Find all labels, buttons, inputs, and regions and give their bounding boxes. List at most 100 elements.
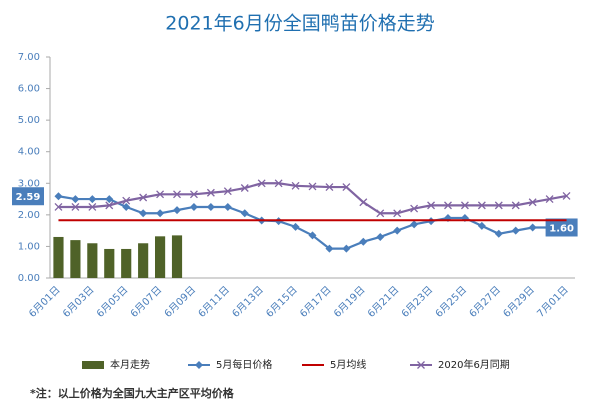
y-tick-label: 1.00 [18, 241, 40, 252]
x-tick-label: 6月29日 [501, 284, 537, 320]
marker [88, 203, 97, 211]
marker [376, 232, 385, 241]
line [58, 195, 550, 250]
marker [274, 179, 283, 188]
marker [240, 209, 249, 218]
bar [121, 248, 132, 278]
line [58, 182, 567, 215]
marker [240, 184, 249, 192]
marker [223, 187, 232, 196]
value-label: 2.59 [16, 192, 41, 203]
marker [88, 195, 97, 204]
x-tick-label: 6月07日 [128, 284, 164, 320]
x-tick-label: 6月19日 [331, 284, 367, 320]
marker [393, 226, 402, 235]
marker [173, 190, 181, 199]
legend-label: 5月均线 [330, 358, 366, 371]
marker [477, 221, 486, 230]
marker [325, 183, 334, 192]
marker [359, 198, 368, 207]
y-tick-label: 3.00 [18, 178, 40, 189]
marker [477, 201, 486, 210]
marker [325, 244, 334, 253]
y-tick-label: 6.00 [18, 84, 40, 95]
x-tick-label: 6月15日 [264, 284, 300, 320]
marker [206, 188, 215, 197]
marker [342, 183, 351, 192]
marker [291, 181, 300, 190]
legend-label: 2020年6月同期 [438, 358, 510, 371]
marker [54, 203, 63, 211]
x-tick-label: 6月03日 [60, 284, 96, 320]
x-tick-label: 6月27日 [467, 284, 503, 320]
marker [460, 201, 469, 210]
x-tick-label: 6月25日 [433, 284, 469, 320]
bar [87, 243, 98, 278]
value-label-box [545, 218, 578, 237]
marker [393, 209, 402, 218]
x-tick-label: 6月11日 [196, 284, 232, 320]
x-tick-label: 6月21日 [365, 284, 401, 320]
bar [53, 236, 64, 278]
marker [511, 226, 520, 235]
marker [444, 201, 452, 210]
marker [376, 209, 385, 218]
marker [308, 182, 317, 191]
marker [511, 201, 520, 210]
x-tick-label: 6月13日 [230, 284, 266, 320]
x-tick-label: 6月05日 [94, 284, 130, 320]
marker [291, 222, 300, 231]
legend-swatch [82, 361, 104, 369]
bar [171, 235, 183, 278]
marker [139, 193, 148, 202]
marker [562, 191, 571, 200]
marker [156, 190, 165, 199]
legend-label: 本月走势 [110, 358, 150, 371]
marker [105, 201, 114, 210]
x-tick-label: 6月09日 [162, 284, 198, 320]
marker [189, 190, 198, 199]
value-label-box [12, 187, 44, 206]
marker [494, 229, 503, 238]
x-tick-label: 6月17日 [298, 284, 334, 320]
marker [545, 195, 554, 204]
marker [410, 204, 419, 213]
x-tick-label: 7月01日 [535, 284, 571, 320]
y-tick-label: 4.00 [18, 147, 40, 158]
marker [156, 209, 165, 218]
x-tick-label: 6月23日 [399, 284, 435, 320]
marker [410, 220, 419, 229]
y-tick-label: 0.00 [18, 273, 40, 284]
marker [528, 198, 537, 207]
x-tick-label: 6月01日 [27, 284, 63, 320]
bar [104, 248, 115, 278]
marker [528, 223, 537, 232]
y-tick-label: 5.00 [18, 115, 40, 126]
bar [138, 243, 149, 278]
marker [54, 192, 63, 201]
legend-label: 5月每日价格 [216, 358, 272, 371]
marker [359, 237, 368, 246]
bar [155, 236, 166, 278]
marker [206, 202, 215, 211]
marker [427, 201, 436, 210]
marker [189, 202, 198, 211]
y-tick-label: 7.00 [18, 52, 40, 63]
marker [122, 196, 131, 205]
marker [342, 244, 351, 253]
value-label: 1.60 [549, 223, 574, 234]
marker [173, 206, 182, 215]
chart-title: 2021年6月份全国鸭苗价格走势 [165, 13, 434, 35]
y-tick-label: 2.00 [18, 210, 40, 221]
marker [257, 179, 266, 188]
marker [71, 203, 80, 211]
marker [308, 231, 317, 240]
marker [139, 209, 148, 218]
bar [70, 240, 81, 278]
marker [494, 201, 503, 210]
legend-marker [417, 361, 425, 369]
marker [122, 202, 131, 211]
legend-marker [195, 361, 203, 369]
marker [223, 202, 232, 211]
